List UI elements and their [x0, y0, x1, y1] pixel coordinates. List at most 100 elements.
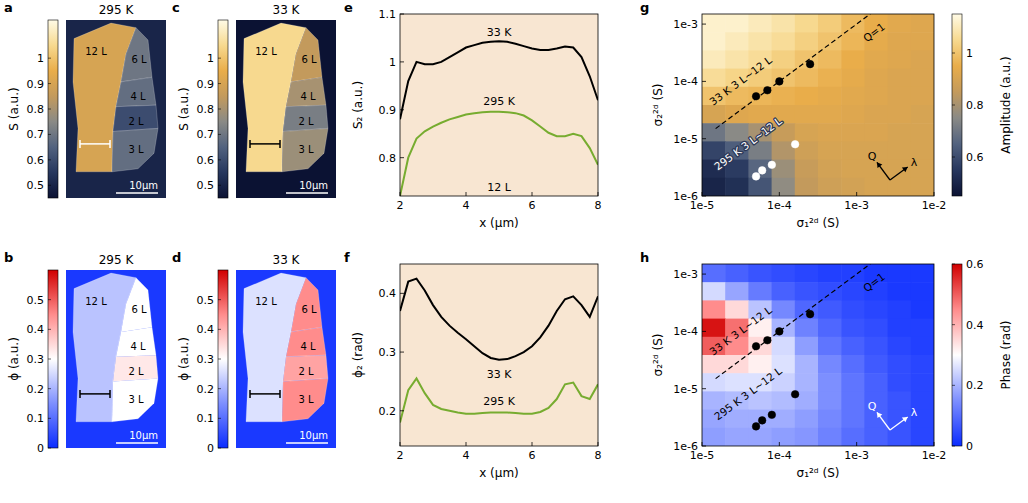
heatmap-cell	[725, 264, 749, 283]
colorbar-tick	[48, 83, 51, 84]
heatmap-cell	[772, 50, 796, 69]
layer-label: 4 L	[300, 91, 316, 102]
scatter-point	[791, 140, 799, 148]
colorbar	[952, 264, 962, 446]
colorbar-tick-label: 0.2	[197, 383, 215, 396]
y-tick-label: 0.9	[379, 104, 397, 117]
heatmap-cell	[841, 373, 865, 392]
layer-region	[283, 355, 328, 381]
heatmap-cell	[702, 319, 726, 338]
y-tick	[702, 196, 706, 197]
y-tick	[702, 81, 706, 82]
heatmap-cell	[748, 264, 772, 283]
series-label: 33 K 3 L~12 L	[707, 304, 774, 358]
colorbar-tick	[48, 159, 51, 160]
line-cut-cap	[79, 390, 81, 398]
heatmap-cell	[864, 87, 888, 106]
annotation: 295 K	[483, 395, 515, 408]
heatmap-cell	[702, 355, 726, 374]
heatmap-cell	[911, 282, 934, 301]
heatmap-cell	[795, 87, 819, 106]
heatmap-cell	[888, 391, 912, 410]
y-tick	[702, 24, 706, 25]
x-tick	[532, 192, 533, 196]
heatmap-cell	[888, 87, 912, 106]
colorbar	[218, 270, 228, 448]
layer-region	[286, 77, 326, 106]
heatmap-cell	[888, 14, 912, 33]
line-cut	[250, 143, 280, 145]
colorbar-tick-label: 0.7	[27, 128, 45, 141]
layer-label: 2 L	[128, 116, 144, 127]
x-tick	[934, 442, 935, 446]
plot-frame	[400, 264, 598, 446]
x-tick-label: 1e-2	[922, 449, 947, 462]
plot-background	[400, 264, 598, 446]
heatmap-cell	[772, 264, 796, 283]
layer-region	[112, 378, 158, 421]
colorbar-tick-label: 0.2	[966, 379, 984, 392]
heatmap-cell	[818, 337, 842, 356]
colorbar-tick	[218, 418, 221, 419]
colorbar-tick	[218, 185, 221, 186]
heatmap-cell	[795, 264, 819, 283]
heatmap-cell	[725, 178, 749, 196]
heatmap-cell	[888, 50, 912, 69]
colorbar-tick-label: 0.6	[966, 151, 984, 164]
heatmap-cell	[748, 178, 772, 196]
colorbar-tick-label: 0.1	[27, 412, 45, 425]
colorbar-title: ϕ (a.u.)	[7, 337, 21, 381]
line-cut-cap	[249, 390, 251, 398]
x-tick	[400, 442, 401, 446]
heatmap-cell	[911, 428, 934, 446]
heatmap-cell	[841, 410, 865, 429]
arrow-label: Q	[868, 150, 877, 163]
heatmap-cell	[702, 178, 726, 196]
heatmap-cell	[795, 105, 819, 124]
y-tick-label: 1e-3	[673, 268, 698, 281]
heatmap-cell	[888, 319, 912, 338]
heatmap-cell	[818, 14, 842, 33]
y-tick-label: 1e-4	[673, 75, 698, 88]
heatmap-cell	[818, 264, 842, 283]
series-label: 295 K 3 L~12 L	[712, 114, 784, 172]
scale-bar-label: 10μm	[299, 180, 328, 191]
heatmap-cell	[841, 14, 865, 33]
layer-region	[116, 327, 156, 356]
heatmap-cell	[911, 373, 934, 392]
colorbar-tick-label: 0.5	[197, 179, 215, 192]
scale-bar-label: 10μm	[299, 430, 328, 441]
series-label: Q=1	[861, 20, 887, 44]
heatmap-cell	[818, 105, 842, 124]
heatmap-cell	[795, 50, 819, 69]
heatmap-cell	[725, 282, 749, 301]
heatmap-cell	[818, 410, 842, 429]
line-cut-cap	[79, 140, 81, 148]
arrow-label: Q	[868, 400, 877, 413]
y-tick-label: 1e-3	[673, 18, 698, 31]
colorbar	[952, 14, 962, 196]
colorbar-tick-label: 0.4	[197, 323, 215, 336]
line-cut-cap	[279, 390, 281, 398]
y-tick	[702, 274, 706, 275]
colorbar-tick	[48, 359, 51, 360]
x-axis-title: σ₁²ᵈ (S)	[797, 466, 840, 480]
heatmap-cell	[911, 123, 934, 142]
series-label: 295 K 3 L~12 L	[712, 364, 784, 422]
heatmap-cell	[911, 105, 934, 124]
heatmap-cell	[818, 123, 842, 142]
heatmap-cell	[888, 282, 912, 301]
colorbar-tick-label: 0.8	[966, 99, 984, 112]
layer-region	[113, 105, 158, 131]
heatmap-cell	[748, 14, 772, 33]
heatmap-cell	[818, 69, 842, 88]
heatmap-cell	[888, 69, 912, 88]
arrow-label: λ	[911, 406, 918, 419]
y-tick-label: 1e-4	[673, 325, 698, 338]
arrow-head	[877, 162, 882, 168]
heatmap-cell	[864, 50, 888, 69]
x-tick-label: 1e-2	[922, 199, 947, 212]
data-line	[400, 279, 598, 360]
x-tick	[779, 442, 780, 446]
layer-label: 4 L	[130, 91, 146, 102]
